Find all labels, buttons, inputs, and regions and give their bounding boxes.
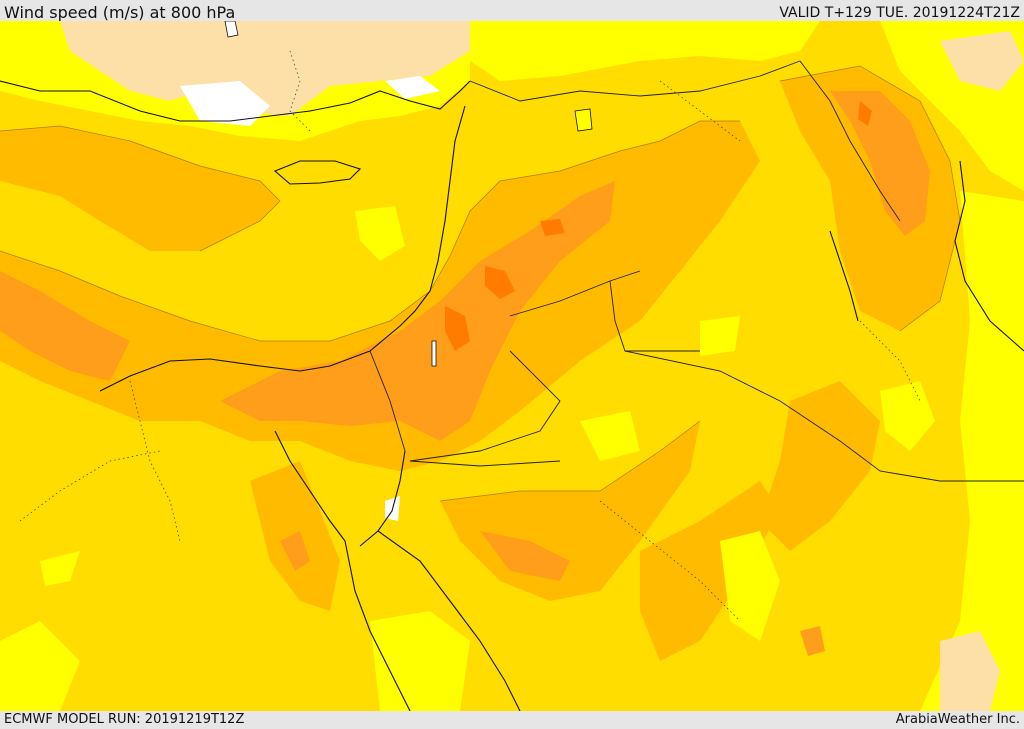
southeast-peach <box>940 631 1000 711</box>
arabian-jet-bands <box>0 206 825 711</box>
gulf-yellow <box>880 381 935 451</box>
west-orange-core <box>0 271 130 381</box>
eastern-jet-bands <box>760 66 1024 711</box>
sinai-border <box>369 350 406 452</box>
gulf-of-aqaba <box>359 450 406 547</box>
najd-amber <box>640 481 780 661</box>
syria-yellow <box>700 316 740 356</box>
turkey-peach-area <box>60 21 470 116</box>
red-sea-west <box>344 540 411 711</box>
valid-time: VALID T+129 TUE. 20191224T21Z <box>779 5 1020 21</box>
syria-north-border <box>469 60 801 102</box>
levant-deep-core-1 <box>485 266 515 299</box>
mediterranean-jet-bands <box>0 121 760 471</box>
levant-deep-core-3 <box>540 219 565 236</box>
map-title: Wind speed (m/s) at 800 hPa <box>4 3 236 22</box>
sinai-orange <box>280 531 310 571</box>
med-yellow-spot <box>355 206 405 261</box>
contour-lines <box>0 65 961 502</box>
lake-van <box>224 21 239 38</box>
egypt-saudi-border <box>409 460 561 467</box>
footer-bar: ECMWF MODEL RUN: 20191219T12Z ArabiaWeat… <box>0 711 1024 729</box>
zagros-orange <box>830 91 930 236</box>
cyprus <box>273 160 362 185</box>
dead-sea <box>431 340 437 367</box>
syria-iraq-border <box>609 280 700 352</box>
white-calm-west <box>180 81 270 126</box>
model-run-label: ECMWF MODEL RUN: 20191219T12Z <box>4 712 245 727</box>
hejaz-orange <box>480 531 570 581</box>
iraq-iran-border <box>799 60 901 222</box>
lake-tharthar <box>574 108 593 132</box>
small-features <box>224 21 593 367</box>
turkey-south-coast <box>0 80 471 122</box>
levant-coast <box>369 105 466 352</box>
levant-deep-core-2 <box>445 306 470 351</box>
turkey-yellow-band <box>0 21 470 141</box>
north-central-yellow <box>470 21 820 81</box>
jordan-saudi-border <box>409 350 561 462</box>
wind-speed-map[interactable] <box>0 21 1024 711</box>
red-sea-east <box>377 530 521 711</box>
west-egypt-yellow <box>40 551 80 586</box>
northeast-peach <box>940 31 1024 91</box>
central-orange-core <box>220 181 615 441</box>
gulf-of-suez <box>274 430 346 542</box>
gulf-amber <box>760 381 880 551</box>
iran-coast <box>954 160 1024 352</box>
northern-low-wind-areas <box>0 21 1024 191</box>
jordan-iraq-border <box>509 270 641 317</box>
political-borders <box>369 60 1024 482</box>
credit-label: ArabiaWeather Inc. <box>895 712 1020 727</box>
zagros-amber <box>780 66 960 331</box>
coastlines <box>0 80 1024 711</box>
southwest-yellow <box>0 621 80 711</box>
saudi-iraq-border <box>624 350 1024 482</box>
red-sea-yellow <box>370 611 470 711</box>
arabia-yellow-patch <box>720 531 780 641</box>
egypt-north-coast <box>99 350 371 392</box>
west-amber-band <box>0 126 280 251</box>
header-bar: Wind speed (m/s) at 800 hPa VALID T+129 … <box>0 0 1024 22</box>
white-calm-east <box>385 76 440 99</box>
najd-orange-spot <box>800 626 825 656</box>
admin-boundaries <box>19 50 921 622</box>
zagros-deep-core <box>858 101 872 126</box>
east-yellow-edge <box>920 191 1024 711</box>
eastern-desert-yellow <box>580 411 640 461</box>
persian-gulf-north <box>829 230 859 322</box>
